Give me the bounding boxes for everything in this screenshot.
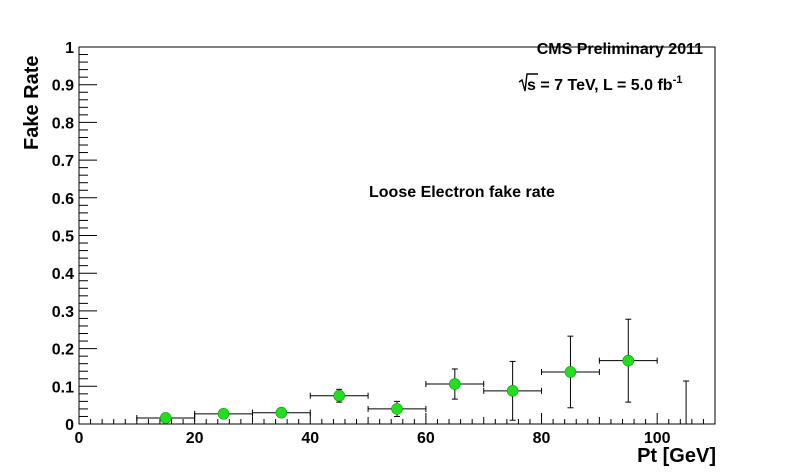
data-point <box>194 408 253 420</box>
energy-text: s = 7 TeV, L = 5.0 fb <box>527 77 673 94</box>
y-tick-label: 1 <box>65 40 74 57</box>
data-point <box>425 368 485 400</box>
data-point <box>309 388 369 403</box>
y-tick-label: 0.8 <box>52 115 74 132</box>
tick-labels: 0 20 40 60 80 100 0 0.1 0.2 0.3 0.4 0.5 0.6 0.7 0.8 0.9… <box>52 40 671 447</box>
data-marker <box>391 403 403 415</box>
y-tick-label: 0.4 <box>52 266 74 283</box>
y-tick-label: 0 <box>65 417 74 434</box>
data-marker <box>217 408 230 420</box>
x-tick-label: 20 <box>186 430 204 447</box>
y-tick-label: 0.7 <box>52 153 74 170</box>
data-marker <box>275 406 288 419</box>
y-tick-label: 0.1 <box>52 379 74 396</box>
ticks <box>78 46 716 425</box>
y-tick-label: 0.5 <box>52 229 74 246</box>
x-tick-label: 40 <box>301 430 319 447</box>
data-point <box>136 412 196 424</box>
experiment-label: CMS Preliminary 2011 <box>537 41 703 58</box>
data-point <box>541 335 600 409</box>
chart-label: Loose Electron fake rate <box>369 184 555 201</box>
plot-frame <box>78 46 716 425</box>
y-tick-label: 0.6 <box>52 191 74 208</box>
x-tick-label: 0 <box>75 430 84 447</box>
energy-label: s = 7 TeV, L = 5.0 fb-1 <box>518 73 682 94</box>
svg-text:s = 7 TeV, L = 5.0 fb-1: s = 7 TeV, L = 5.0 fb-1 <box>527 74 682 94</box>
y-tick-label: 0.9 <box>52 78 74 95</box>
x-tick-label: 60 <box>417 430 435 447</box>
data-point <box>251 406 311 419</box>
data-marks <box>136 318 690 424</box>
data-point <box>367 400 427 417</box>
data-marker <box>159 412 172 424</box>
data-point <box>483 360 543 421</box>
x-axis-title: Pt [GeV] <box>637 445 716 467</box>
data-marker <box>449 378 461 390</box>
data-marker <box>333 389 345 402</box>
data-point <box>598 318 658 403</box>
x-tick-label: 80 <box>533 430 551 447</box>
sqrt-symbol <box>518 73 538 92</box>
data-marker <box>564 366 577 378</box>
data-marker <box>622 354 635 367</box>
y-tick-label: 0.2 <box>52 342 74 359</box>
data-marker <box>506 385 519 397</box>
x-tick-label: 100 <box>644 430 671 447</box>
data-point <box>683 380 690 424</box>
energy-superscript: -1 <box>673 74 683 86</box>
y-axis-title: Fake Rate <box>21 56 43 151</box>
y-tick-label: 0.3 <box>52 304 74 321</box>
